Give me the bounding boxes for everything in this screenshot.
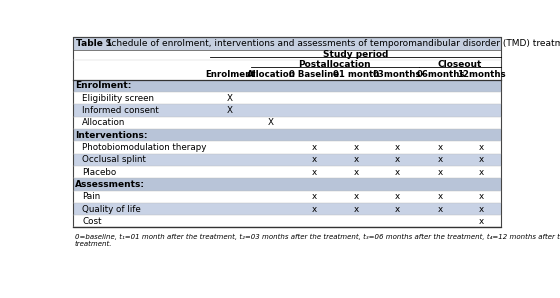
Text: Pain: Pain bbox=[82, 192, 101, 201]
Text: x: x bbox=[438, 155, 443, 164]
Text: x: x bbox=[479, 143, 484, 152]
Text: Cost: Cost bbox=[82, 217, 102, 226]
Text: X: X bbox=[227, 106, 233, 115]
Text: x: x bbox=[354, 204, 359, 213]
Text: x: x bbox=[438, 143, 443, 152]
Bar bbox=[73, 166, 501, 178]
Text: x: x bbox=[395, 143, 400, 152]
Bar bbox=[73, 178, 501, 190]
Text: 12months: 12months bbox=[458, 70, 506, 79]
Bar bbox=[73, 129, 501, 141]
Text: x: x bbox=[395, 192, 400, 201]
Text: x: x bbox=[438, 204, 443, 213]
Text: X: X bbox=[227, 94, 233, 103]
Bar bbox=[73, 37, 501, 227]
Text: x: x bbox=[395, 204, 400, 213]
Text: x: x bbox=[312, 204, 317, 213]
Text: Informed consent: Informed consent bbox=[82, 106, 159, 115]
Bar bbox=[73, 60, 501, 69]
Text: Closeout: Closeout bbox=[438, 60, 482, 69]
Text: Interventions:: Interventions: bbox=[76, 131, 148, 139]
Text: Photobiomodulation therapy: Photobiomodulation therapy bbox=[82, 143, 207, 152]
Bar bbox=[73, 215, 501, 227]
Bar bbox=[73, 92, 501, 104]
Bar bbox=[73, 141, 501, 153]
Text: x: x bbox=[479, 167, 484, 176]
Text: x: x bbox=[438, 192, 443, 201]
Text: x: x bbox=[354, 192, 359, 201]
Text: x: x bbox=[312, 192, 317, 201]
Text: x: x bbox=[438, 167, 443, 176]
Text: Allocation: Allocation bbox=[246, 70, 296, 79]
Text: Occlusal splint: Occlusal splint bbox=[82, 155, 146, 164]
Text: Enrolment: Enrolment bbox=[205, 70, 255, 79]
Text: x: x bbox=[354, 143, 359, 152]
Text: Table 1: Table 1 bbox=[76, 39, 113, 48]
Text: Schedule of enrolment, interventions and assessments of temporomandibular disord: Schedule of enrolment, interventions and… bbox=[97, 39, 560, 48]
Bar bbox=[73, 190, 501, 203]
Text: Assessments:: Assessments: bbox=[76, 180, 146, 189]
Text: 0 Baseline: 0 Baseline bbox=[290, 70, 339, 79]
Text: x: x bbox=[312, 143, 317, 152]
Text: Postallocation: Postallocation bbox=[298, 60, 371, 69]
Text: Study period: Study period bbox=[323, 50, 388, 59]
Text: Eligibility screen: Eligibility screen bbox=[82, 94, 155, 103]
Bar bbox=[73, 117, 501, 129]
Text: Quality of life: Quality of life bbox=[82, 204, 141, 213]
Text: x: x bbox=[479, 192, 484, 201]
Bar bbox=[73, 203, 501, 215]
Text: X: X bbox=[268, 118, 274, 127]
Text: Allocation: Allocation bbox=[82, 118, 126, 127]
Text: 06months: 06months bbox=[416, 70, 465, 79]
Text: 0=baseline, t₁=01 month after the treatment, t₂=03 months after the treatment, t: 0=baseline, t₁=01 month after the treatm… bbox=[74, 234, 560, 247]
Text: 01 month: 01 month bbox=[333, 70, 380, 79]
Text: x: x bbox=[354, 167, 359, 176]
Text: x: x bbox=[312, 167, 317, 176]
Bar bbox=[73, 80, 501, 92]
Bar bbox=[73, 69, 501, 80]
Text: x: x bbox=[395, 167, 400, 176]
Text: x: x bbox=[395, 155, 400, 164]
Bar bbox=[73, 104, 501, 117]
Text: Placebo: Placebo bbox=[82, 167, 116, 176]
Text: x: x bbox=[354, 155, 359, 164]
Text: x: x bbox=[479, 217, 484, 226]
Text: x: x bbox=[479, 155, 484, 164]
Text: x: x bbox=[312, 155, 317, 164]
Text: Enrolment:: Enrolment: bbox=[76, 81, 132, 90]
Bar bbox=[73, 50, 501, 60]
Text: x: x bbox=[479, 204, 484, 213]
Text: 03months: 03months bbox=[373, 70, 422, 79]
Bar bbox=[73, 153, 501, 166]
Bar bbox=[73, 37, 501, 50]
